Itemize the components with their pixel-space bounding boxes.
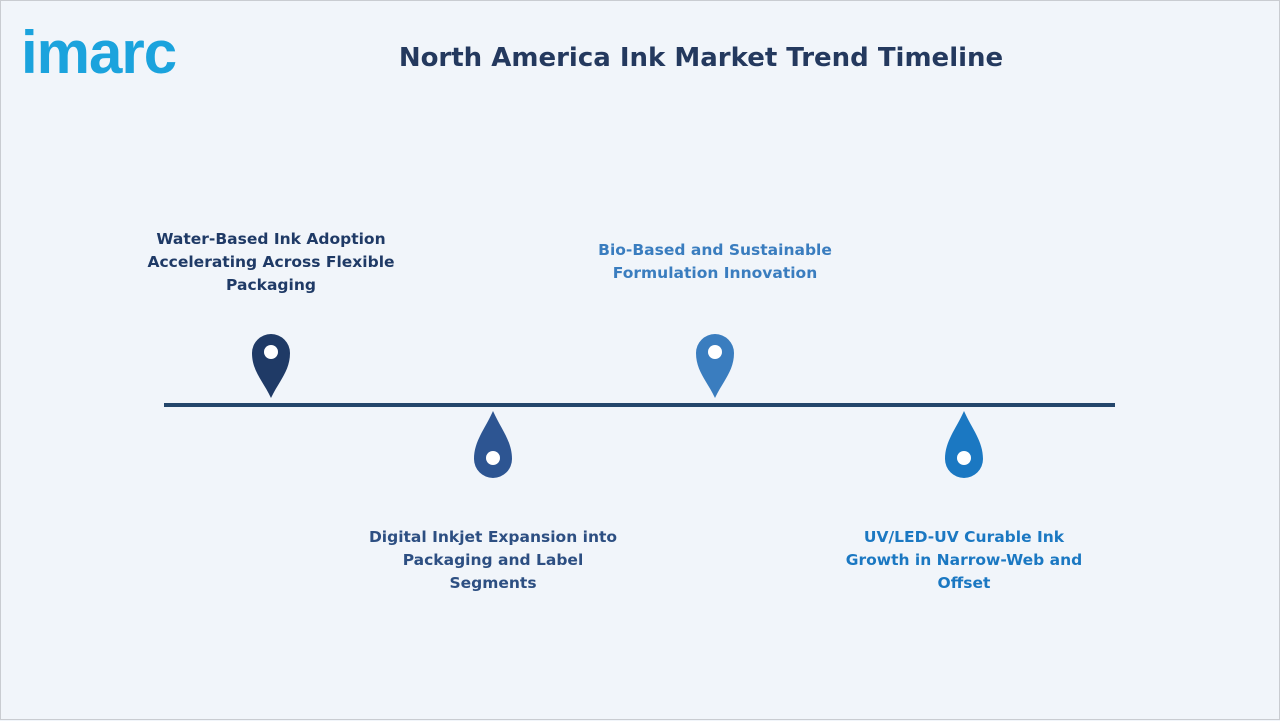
drop — [945, 411, 983, 478]
pin — [252, 334, 290, 398]
logo: imarc — [21, 19, 177, 86]
milestone-label: Digital Inkjet Expansion into Packaging … — [368, 528, 618, 592]
milestone-label: Water-Based Ink Adoption Accelerating Ac… — [147, 230, 395, 294]
milestone-label: UV/LED-UV Curable Ink Growth in Narrow-W… — [845, 528, 1083, 592]
title: North America Ink Market Trend Timeline — [398, 43, 1004, 73]
drop — [474, 411, 512, 478]
milestone-label: Bio-Based and Sustainable Formulation In… — [598, 241, 832, 282]
pin — [696, 334, 734, 398]
